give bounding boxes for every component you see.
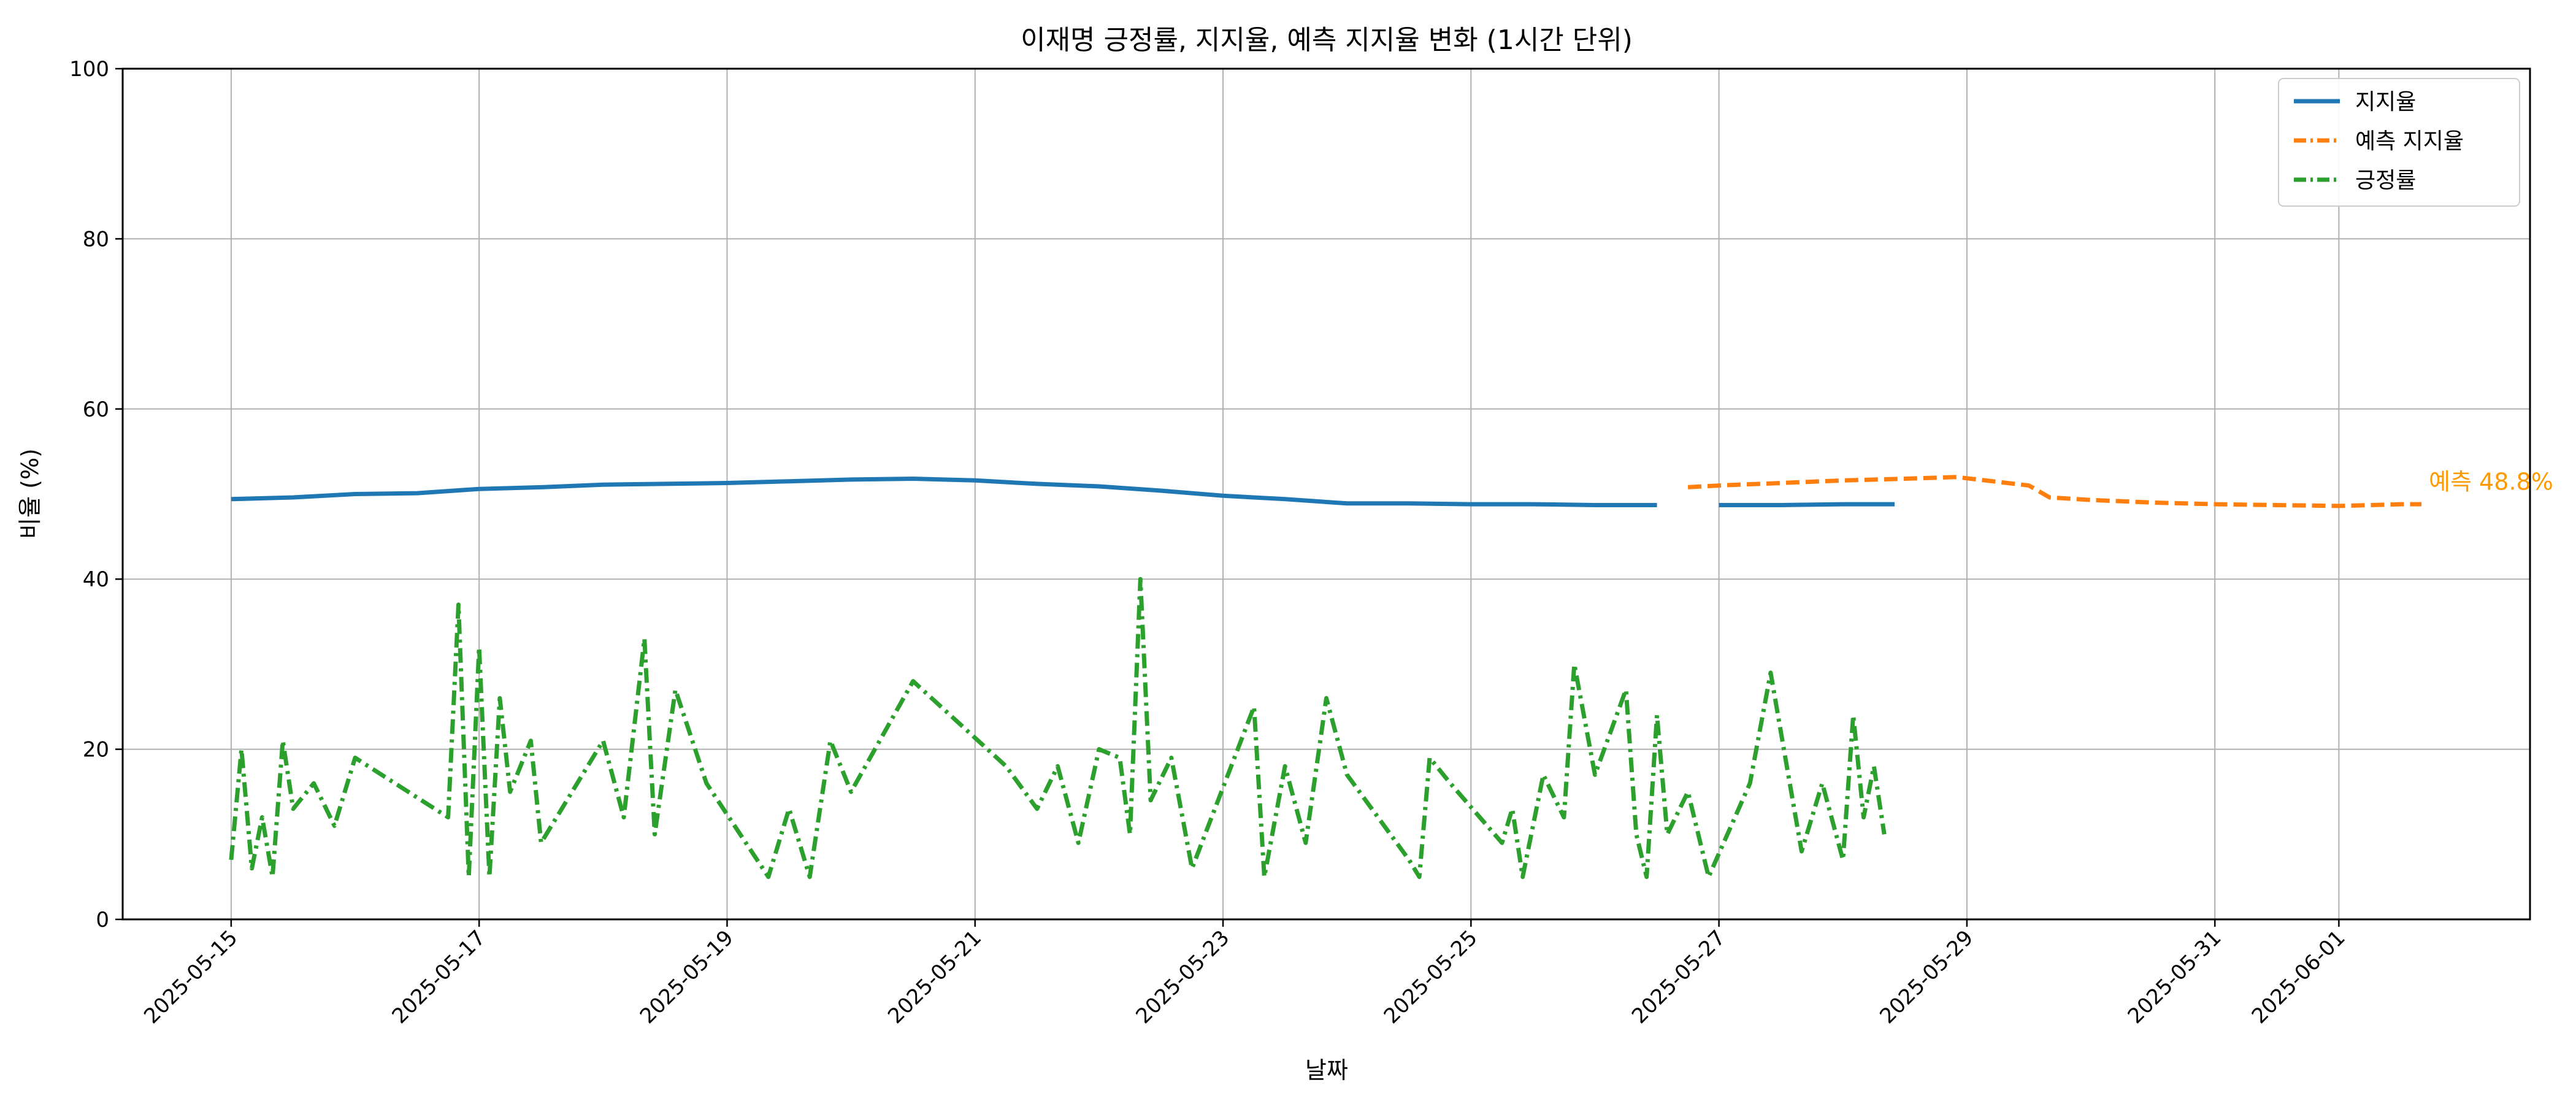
y-axis-label: 비율 (%) [17, 448, 44, 539]
legend-label-3: 긍정률 [2355, 168, 2416, 193]
legend-label-1: 지지율 [2355, 90, 2416, 115]
forecast-annotation: 예측 48.8% [2429, 469, 2553, 496]
series-layer [229, 475, 2422, 880]
legend-label-2: 예측 지지율 [2355, 129, 2464, 154]
y-tick-label: 80 [83, 227, 109, 251]
legend-box [2278, 78, 2520, 207]
x-axis-label: 날짜 [1305, 1057, 1348, 1084]
y-tick-label: 100 [69, 57, 109, 82]
y-tick-label: 40 [83, 567, 109, 592]
series-line-2 [1687, 475, 2422, 508]
chart-title: 이재명 긍정률, 지지율, 예측 지지율 변화 (1시간 단위) [1021, 25, 1633, 56]
y-tick-label: 20 [83, 738, 109, 762]
y-tick-label: 60 [83, 397, 109, 422]
y-tick-label: 0 [96, 908, 109, 932]
series-line-1 [231, 477, 1895, 507]
plot-frame [121, 67, 2531, 921]
